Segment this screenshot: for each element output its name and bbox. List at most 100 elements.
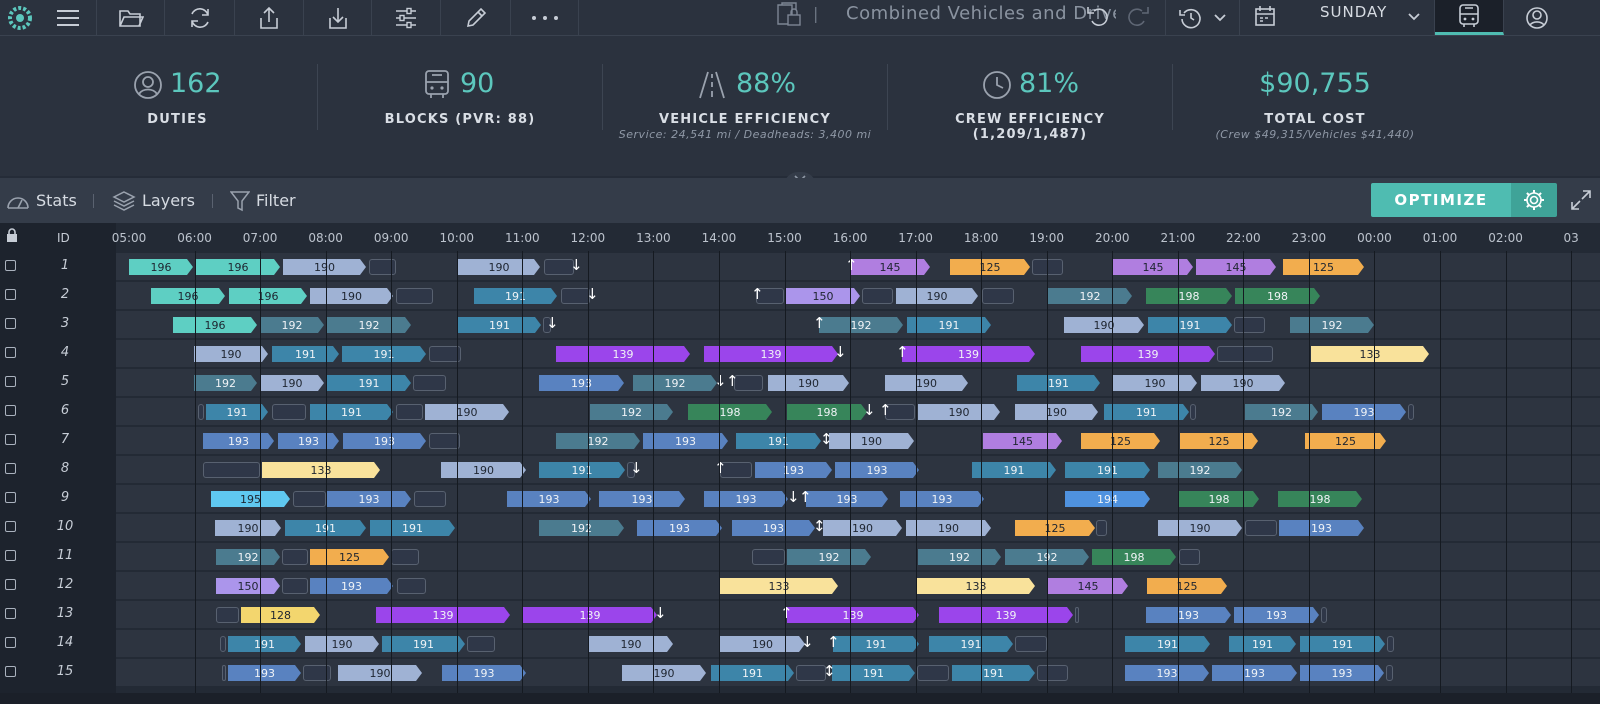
deadhead-block[interactable]	[862, 288, 893, 304]
day-selector[interactable]	[1240, 0, 1435, 35]
trip-block[interactable]: 193	[1300, 665, 1384, 681]
deadhead-block[interactable]	[467, 636, 495, 652]
trip-block[interactable]: 190	[829, 433, 914, 449]
deadhead-block[interactable]	[216, 607, 239, 623]
undo-icon[interactable]	[1086, 3, 1110, 31]
trip-block[interactable]: 192	[539, 520, 624, 536]
expand-icon[interactable]	[1570, 189, 1592, 215]
trip-block[interactable]: 191	[1229, 636, 1296, 652]
row-checkbox[interactable]	[5, 637, 16, 648]
deadhead-block[interactable]	[220, 636, 226, 652]
deadhead-block[interactable]	[1408, 404, 1414, 420]
trip-block[interactable]: 193	[1212, 665, 1297, 681]
trip-block[interactable]: 192	[918, 549, 1001, 565]
trip-block[interactable]: 193	[327, 491, 411, 507]
user-account-icon[interactable]	[1504, 0, 1570, 35]
trip-block[interactable]: 198	[787, 404, 867, 420]
trip-block[interactable]: 191	[458, 317, 541, 333]
trip-block[interactable]: 198	[1278, 491, 1362, 507]
deadhead-block[interactable]	[391, 549, 419, 565]
deadhead-block[interactable]	[396, 288, 433, 304]
deadhead-block[interactable]	[720, 462, 752, 478]
document-title[interactable]: Combined Vehicles and Drivers	[846, 3, 1116, 24]
more-options-icon[interactable]	[511, 0, 579, 35]
import-icon[interactable]	[304, 0, 372, 35]
deadhead-block[interactable]	[282, 578, 308, 594]
deadhead-block[interactable]	[413, 375, 446, 391]
trip-block[interactable]: 191	[1065, 462, 1150, 478]
trip-block[interactable]: 190	[441, 462, 526, 478]
deadhead-block[interactable]	[756, 288, 784, 304]
trip-block[interactable]: 190	[1064, 317, 1144, 333]
deadhead-block[interactable]	[396, 404, 423, 420]
deadhead-block[interactable]	[1179, 549, 1200, 565]
deadhead-block[interactable]	[752, 549, 785, 565]
trip-block[interactable]: 191	[833, 636, 919, 652]
trip-block[interactable]: 139	[704, 346, 838, 362]
trip-block[interactable]: 145	[1048, 578, 1128, 594]
trip-block[interactable]: 193	[599, 491, 685, 507]
refresh-icon[interactable]	[165, 0, 235, 35]
deadhead-block[interactable]	[1190, 404, 1196, 420]
trip-block[interactable]: 190	[338, 665, 422, 681]
trip-block[interactable]: 190	[896, 288, 978, 304]
trip-block[interactable]: 139	[939, 607, 1073, 623]
trip-block[interactable]: 193	[637, 520, 722, 536]
deadhead-block[interactable]	[1096, 520, 1107, 536]
deadhead-block[interactable]	[917, 665, 949, 681]
deadhead-block[interactable]	[429, 433, 460, 449]
deadhead-block[interactable]	[282, 549, 308, 565]
trip-block[interactable]: 190	[310, 288, 393, 304]
trip-block[interactable]: 150	[216, 578, 280, 594]
trip-block[interactable]: 194	[1065, 491, 1150, 507]
trip-block[interactable]: 139	[376, 607, 510, 623]
app-logo-icon[interactable]	[0, 0, 40, 35]
trip-block[interactable]: 190	[260, 375, 324, 391]
trip-block[interactable]: 198	[688, 404, 772, 420]
trip-block[interactable]: 193	[539, 375, 624, 391]
trip-block[interactable]: 191	[1104, 404, 1189, 420]
trip-block[interactable]: 193	[278, 433, 339, 449]
lock-icon[interactable]	[6, 228, 18, 247]
trip-block[interactable]: 193	[1146, 607, 1231, 623]
trip-block[interactable]: 191	[370, 520, 455, 536]
trip-block[interactable]: 190	[918, 404, 1000, 420]
deadhead-block[interactable]	[627, 462, 635, 478]
trip-block[interactable]: 139	[556, 346, 690, 362]
trip-block[interactable]: 196	[151, 288, 225, 304]
trip-block[interactable]: 193	[732, 520, 815, 536]
trip-block[interactable]: 196	[129, 259, 193, 275]
trip-block[interactable]: 198	[1179, 491, 1259, 507]
trip-block[interactable]: 190	[906, 520, 991, 536]
trip-block[interactable]: 193	[442, 665, 526, 681]
trip-block[interactable]: 193	[1322, 404, 1406, 420]
trip-block[interactable]: 192	[216, 549, 280, 565]
row-checkbox[interactable]	[5, 434, 16, 445]
trip-block[interactable]: 193	[1279, 520, 1364, 536]
optimize-settings-button[interactable]	[1511, 183, 1557, 217]
trip-block[interactable]: 192	[556, 433, 640, 449]
deadhead-block[interactable]	[414, 491, 446, 507]
row-checkbox[interactable]	[5, 608, 16, 619]
deadhead-block[interactable]	[1217, 346, 1273, 362]
row-checkbox[interactable]	[5, 550, 16, 561]
trip-block[interactable]: 190	[823, 520, 902, 536]
deadhead-block[interactable]	[1015, 636, 1047, 652]
deadhead-block[interactable]	[796, 665, 826, 681]
trip-block[interactable]: 190	[885, 375, 968, 391]
deadhead-block[interactable]	[203, 462, 260, 478]
deadhead-block[interactable]	[982, 288, 1014, 304]
trip-block[interactable]: 191	[736, 433, 821, 449]
trip-block[interactable]: 191	[285, 520, 366, 536]
open-folder-icon[interactable]	[97, 0, 165, 35]
trip-block[interactable]: 191	[907, 317, 991, 333]
trip-block[interactable]: 190	[458, 259, 540, 275]
row-checkbox[interactable]	[5, 289, 16, 300]
trip-block[interactable]: 192	[194, 375, 257, 391]
deadhead-block[interactable]	[544, 259, 574, 275]
trip-block[interactable]: 191	[1148, 317, 1232, 333]
deadhead-block[interactable]	[1037, 665, 1068, 681]
trip-block[interactable]: 145	[983, 433, 1062, 449]
deadhead-block[interactable]	[272, 404, 306, 420]
trip-block[interactable]: 190	[720, 636, 805, 652]
